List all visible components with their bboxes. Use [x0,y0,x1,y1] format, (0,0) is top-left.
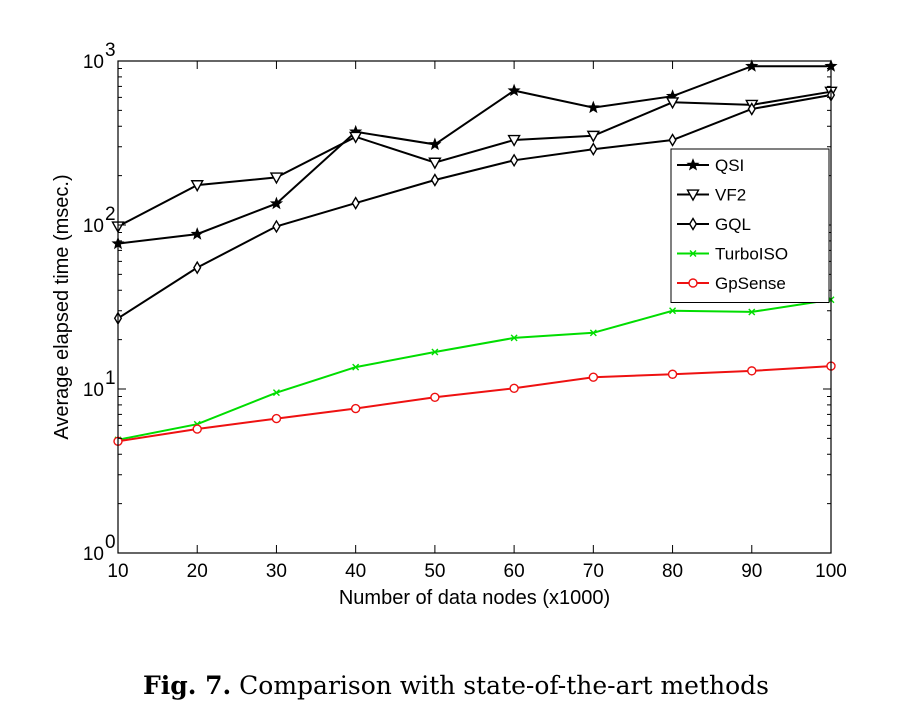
y-tick-label: 10 [83,544,104,565]
data-point-turboiso [431,348,439,356]
series-line-gql [117,94,832,320]
data-point-gpsense [430,392,440,403]
series-gql [113,88,836,326]
x-tick-label: 100 [815,561,847,582]
x-axis-label: Number of data nodes (x1000) [339,587,610,609]
data-point-gql [193,260,202,275]
axes-box [117,60,832,554]
legend-label-gpsense: GpSense [715,274,786,293]
y-tick-label: 10 [83,52,104,73]
data-point-gql [668,133,677,147]
legend-marker-vf2 [686,189,700,202]
data-point-gql [589,142,598,157]
data-point-gpsense [667,369,678,379]
data-point-gql [509,153,519,168]
data-point-gql [430,173,440,187]
data-point-vf2 [586,130,601,143]
data-point-vf2 [269,172,284,185]
figure-caption: Fig. 7. Comparison with state-of-the-art… [0,671,912,700]
data-point-vf2 [428,157,442,170]
caption-text: Comparison with state-of-the-art methods [231,671,770,700]
series-line-vf2 [117,90,832,228]
data-point-gql [272,219,281,234]
data-point-gpsense [747,366,757,376]
y-tick-exponent: 0 [105,532,116,553]
x-tick-label: 20 [187,561,208,582]
data-point-turboiso [352,363,360,371]
x-tick-label: 70 [583,561,604,582]
y-tick-exponent: 1 [105,368,116,389]
data-point-gpsense [350,403,361,414]
y-axis-label: Average elapsed time (msec.) [51,174,73,439]
x-tick-label: 50 [424,561,445,582]
data-point-vf2 [507,134,521,147]
data-point-turboiso [748,308,756,316]
data-point-gql [747,102,756,116]
series-line-gpsense [117,365,832,443]
data-point-gpsense [271,413,282,424]
legend: QSI VF2 GQL TurboISO GpSense [670,148,830,303]
x-tick-label: 80 [662,561,683,582]
x-tick-label: 90 [741,561,762,582]
data-point-gql [351,196,360,210]
x-tick-label: 30 [266,561,287,582]
y-tick-exponent: 3 [105,40,116,61]
x-tick-label: 10 [107,561,128,582]
legend-label-qsi: QSI [715,156,744,175]
data-point-turboiso [272,389,280,397]
series-vf2 [111,86,838,234]
data-point-vf2 [665,97,680,110]
legend-marker-turboiso [689,250,697,257]
caption-label: Fig. 7. [142,671,232,700]
legend-box [670,148,830,303]
data-point-vf2 [348,131,363,144]
legend-label-gql: GQL [715,215,751,234]
series-gpsense [113,361,836,446]
y-tick-label: 10 [83,380,104,401]
data-point-turboiso [510,334,518,342]
x-tick-label: 40 [345,561,366,582]
data-point-qsi [507,83,521,97]
data-point-qsi [190,227,204,240]
data-point-turboiso [669,307,677,315]
data-point-gpsense [192,424,202,434]
series-turboiso [114,296,835,444]
legend-marker-qsi [686,158,700,171]
legend-marker-gpsense [688,278,698,288]
legend-marker-gql [688,217,698,231]
series-line-turboiso [117,298,832,441]
data-point-vf2 [190,180,204,193]
y-tick-exponent: 2 [105,204,116,225]
data-point-gpsense [509,383,519,393]
legend-label-vf2: VF2 [715,186,746,205]
x-tick-label: 60 [504,561,525,582]
data-point-qsi [269,196,284,210]
data-point-qsi [428,137,442,151]
data-point-qsi [586,100,600,114]
legend-label-turboiso: TurboISO [715,245,788,264]
y-tick-label: 10 [83,216,104,237]
data-point-gpsense [588,372,599,382]
series-line-qsi [117,65,831,245]
data-point-turboiso [589,329,597,337]
